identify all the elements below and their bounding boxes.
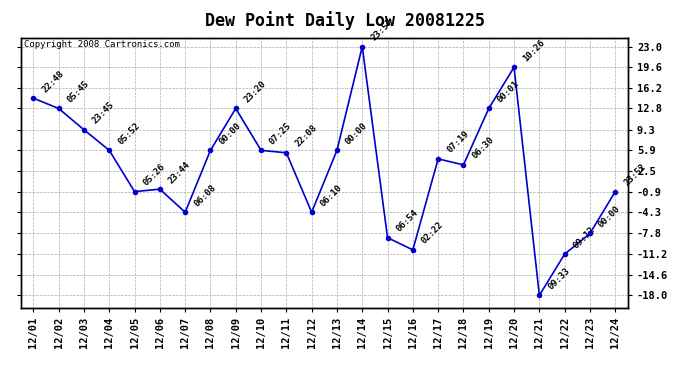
Text: 05:45: 05:45 — [66, 79, 91, 104]
Text: Copyright 2008 Cartronics.com: Copyright 2008 Cartronics.com — [23, 40, 179, 49]
Text: 05:52: 05:52 — [116, 121, 141, 146]
Text: 23:44: 23:44 — [167, 160, 192, 185]
Text: 22:08: 22:08 — [293, 123, 319, 148]
Text: 06:10: 06:10 — [319, 183, 344, 208]
Text: 23:57: 23:57 — [369, 17, 395, 42]
Text: 22:48: 22:48 — [40, 69, 66, 94]
Text: 23:52: 23:52 — [622, 162, 647, 188]
Text: 09:12: 09:12 — [571, 225, 597, 250]
Text: 06:30: 06:30 — [471, 135, 495, 161]
Text: 07:19: 07:19 — [445, 129, 471, 154]
Text: 07:25: 07:25 — [268, 121, 293, 146]
Text: 23:45: 23:45 — [91, 100, 116, 126]
Text: 00:00: 00:00 — [344, 121, 369, 146]
Text: 00:00: 00:00 — [597, 204, 622, 229]
Text: Dew Point Daily Low 20081225: Dew Point Daily Low 20081225 — [205, 11, 485, 30]
Text: 09:33: 09:33 — [546, 266, 571, 291]
Text: 00:00: 00:00 — [217, 121, 243, 146]
Text: 23:20: 23:20 — [243, 79, 268, 104]
Text: 02:22: 02:22 — [420, 220, 445, 246]
Text: 06:08: 06:08 — [192, 183, 217, 208]
Text: 10:26: 10:26 — [521, 38, 546, 63]
Text: 05:26: 05:26 — [141, 162, 167, 188]
Text: 06:54: 06:54 — [395, 208, 420, 234]
Text: 00:01: 00:01 — [495, 79, 521, 104]
